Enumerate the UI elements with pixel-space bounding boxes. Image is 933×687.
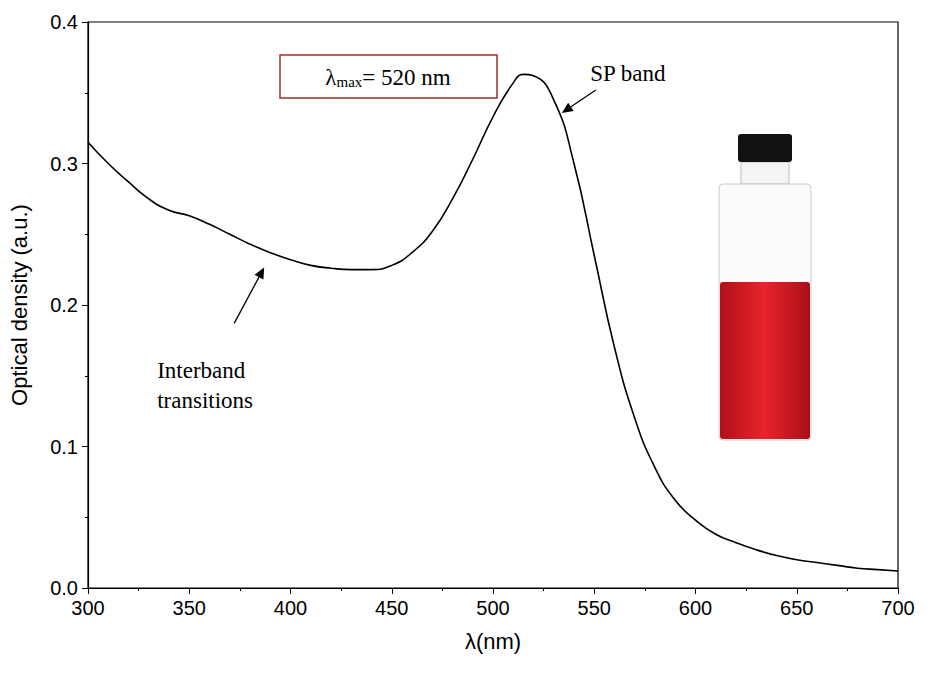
svg-text:400: 400 xyxy=(274,597,307,619)
svg-text:transitions: transitions xyxy=(157,388,253,413)
svg-text:0.0: 0.0 xyxy=(50,577,78,599)
svg-text:300: 300 xyxy=(71,597,104,619)
svg-text:λ: λ xyxy=(325,64,337,90)
svg-text:max: max xyxy=(336,74,362,90)
svg-text:350: 350 xyxy=(173,597,206,619)
svg-text:600: 600 xyxy=(679,597,712,619)
svg-text:650: 650 xyxy=(780,597,813,619)
svg-text:0.3: 0.3 xyxy=(50,153,78,175)
svg-text:Optical density (a.u.): Optical density (a.u.) xyxy=(7,204,32,406)
svg-text:λ(nm): λ(nm) xyxy=(465,629,521,654)
svg-text:0.1: 0.1 xyxy=(50,436,78,458)
svg-text:SP band: SP band xyxy=(590,61,666,86)
svg-text:550: 550 xyxy=(578,597,611,619)
svg-text:Interband: Interband xyxy=(157,358,246,383)
svg-text:500: 500 xyxy=(476,597,509,619)
svg-text:= 520 nm: = 520 nm xyxy=(362,65,450,90)
svg-text:450: 450 xyxy=(375,597,408,619)
svg-text:0.2: 0.2 xyxy=(50,294,78,316)
svg-text:0.4: 0.4 xyxy=(50,11,78,33)
svg-text:700: 700 xyxy=(881,597,914,619)
